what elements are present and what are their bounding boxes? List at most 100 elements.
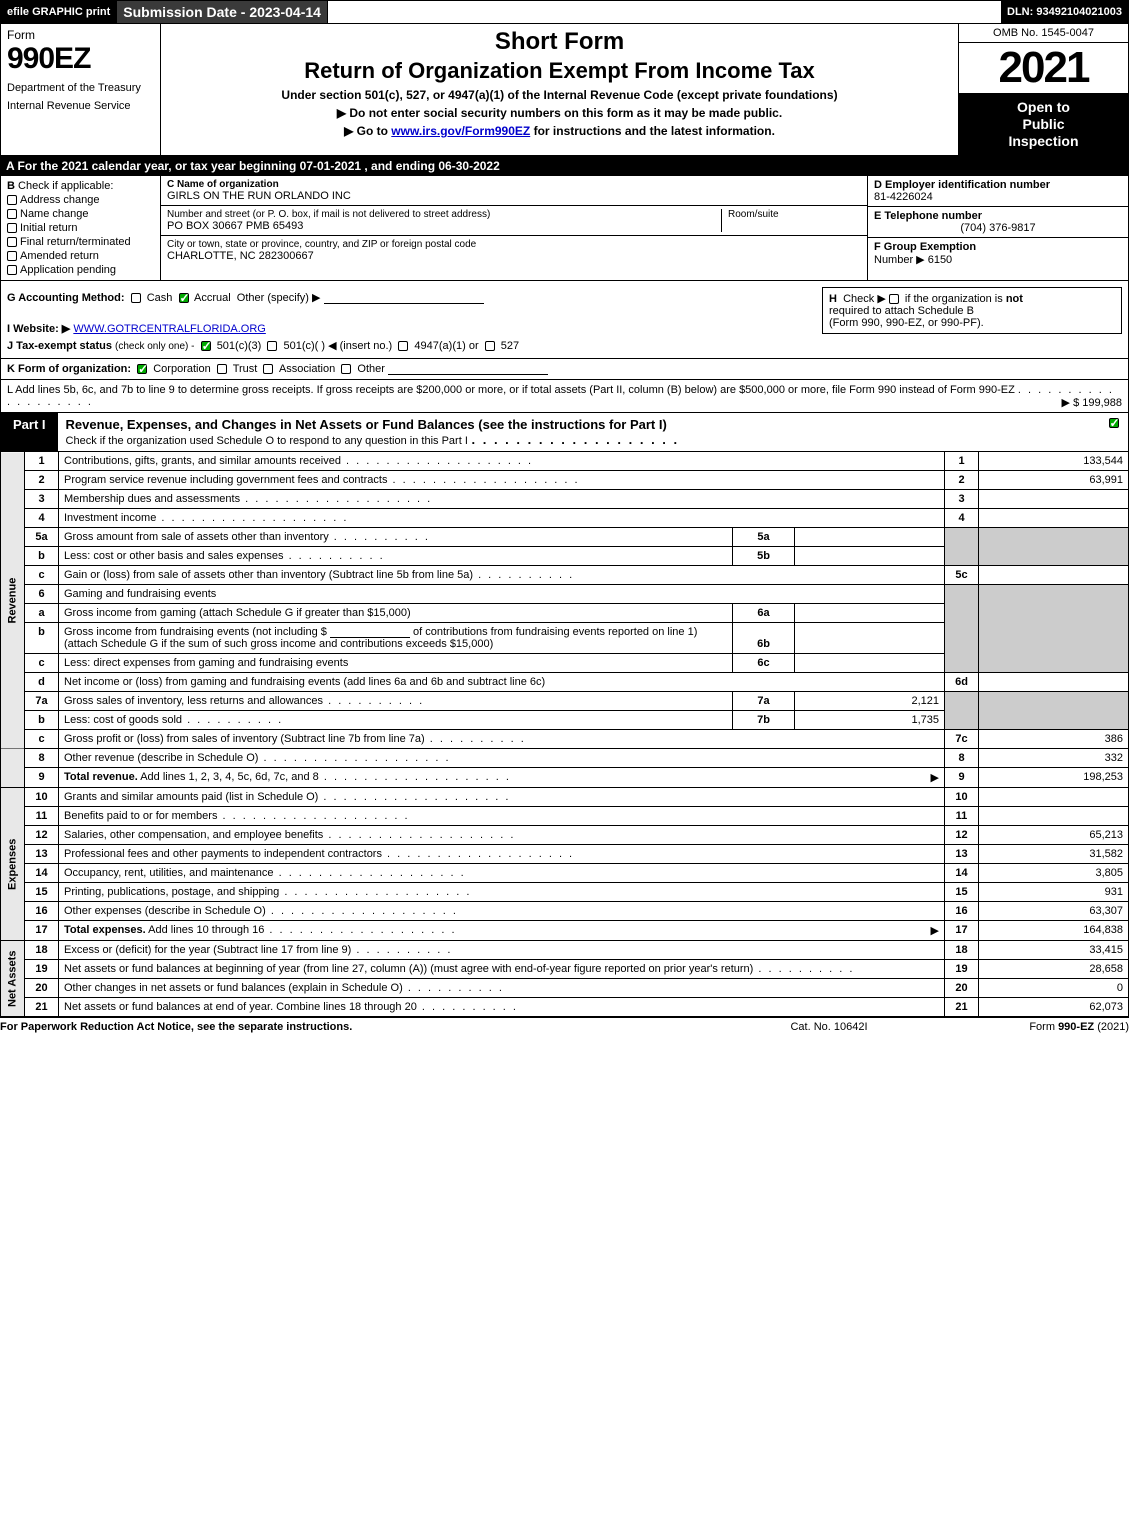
chk-accrual[interactable]	[179, 293, 189, 303]
section-l: L Add lines 5b, 6c, and 7b to line 9 to …	[0, 380, 1129, 413]
line-19-rn: 19	[945, 960, 979, 979]
chk-final-return[interactable]: Final return/terminated	[7, 236, 154, 248]
line-10-num: 10	[25, 788, 59, 807]
chk-association[interactable]	[263, 364, 273, 374]
open-line2: Public	[963, 116, 1124, 133]
chk-schedule-o-used[interactable]	[1109, 418, 1119, 428]
line-16-num: 16	[25, 902, 59, 921]
other-specify-blank	[324, 292, 484, 304]
chk-501c3[interactable]	[201, 341, 211, 351]
top-bar: efile GRAPHIC print Submission Date - 20…	[0, 0, 1129, 24]
chk-initial-return[interactable]: Initial return	[7, 222, 154, 234]
line-4-rn: 4	[945, 509, 979, 528]
chk-schedule-b[interactable]	[889, 294, 899, 304]
j-label: J Tax-exempt status	[7, 340, 112, 352]
line-20-desc: Other changes in net assets or fund bala…	[64, 982, 403, 994]
line-6a-mid: 6a	[733, 604, 795, 623]
line-6d-desc: Net income or (loss) from gaming and fun…	[59, 673, 945, 692]
city-label: City or town, state or province, country…	[167, 239, 861, 250]
line-3-desc: Membership dues and assessments	[64, 493, 240, 505]
line-18-amt: 33,415	[979, 941, 1129, 960]
shade-7-amt	[979, 692, 1129, 730]
line-7a-midamt: 2,121	[795, 692, 945, 711]
line-5c-num: c	[25, 566, 59, 585]
form-label: Form	[7, 28, 154, 42]
line-15-desc: Printing, publications, postage, and shi…	[64, 886, 279, 898]
chk-4947[interactable]	[398, 341, 408, 351]
b-letter: B	[7, 180, 15, 192]
e-label: E Telephone number	[874, 210, 1122, 222]
room-label: Room/suite	[728, 209, 855, 220]
street-value: PO BOX 30667 PMB 65493	[167, 220, 721, 232]
line-7b-mid: 7b	[733, 711, 795, 730]
b-check-if: Check if applicable:	[18, 180, 113, 192]
line-3-amt	[979, 490, 1129, 509]
line-5b-desc: Less: cost or other basis and sales expe…	[64, 550, 284, 562]
shade-5	[945, 528, 979, 566]
line-16-amt: 63,307	[979, 902, 1129, 921]
line-4-num: 4	[25, 509, 59, 528]
expenses-sidelabel: Expenses	[1, 788, 25, 941]
line-7c-desc: Gross profit or (loss) from sales of inv…	[64, 733, 425, 745]
line-6c-midamt	[795, 654, 945, 673]
irs-form-link[interactable]: www.irs.gov/Form990EZ	[391, 124, 530, 138]
line-8-num: 8	[25, 749, 59, 768]
website-link[interactable]: WWW.GOTRCENTRALFLORIDA.ORG	[73, 323, 266, 335]
chk-corporation[interactable]	[137, 364, 147, 374]
j-suffix: (check only one) -	[115, 341, 194, 352]
line-5b-mid: 5b	[733, 547, 795, 566]
line-1-amt: 133,544	[979, 452, 1129, 471]
chk-application-pending[interactable]: Application pending	[7, 264, 154, 276]
chk-527[interactable]	[485, 341, 495, 351]
line-2-amt: 63,991	[979, 471, 1129, 490]
short-form-title: Short Form	[167, 28, 952, 56]
k-other: Other	[357, 363, 385, 375]
line-7c-rn: 7c	[945, 730, 979, 749]
i-label: I Website: ▶	[7, 323, 70, 335]
line-7a-desc: Gross sales of inventory, less returns a…	[64, 695, 323, 707]
instr-no-ssn: ▶ Do not enter social security numbers o…	[167, 106, 952, 120]
chk-address-change[interactable]: Address change	[7, 194, 154, 206]
revenue-sidelabel-ext	[1, 749, 25, 788]
l-amount: ▶ $ 199,988	[1062, 396, 1122, 409]
chk-501c[interactable]	[267, 341, 277, 351]
line-10-amt	[979, 788, 1129, 807]
line-5c-rn: 5c	[945, 566, 979, 585]
line-19-num: 19	[25, 960, 59, 979]
line-19-amt: 28,658	[979, 960, 1129, 979]
line-11-desc: Benefits paid to or for members	[64, 810, 217, 822]
revenue-sidelabel: Revenue	[1, 452, 25, 749]
line-8-desc: Other revenue (describe in Schedule O)	[64, 752, 258, 764]
efile-print-button[interactable]: efile GRAPHIC print	[1, 1, 117, 23]
j-opt1: 501(c)(3)	[217, 340, 262, 352]
line-16-rn: 16	[945, 902, 979, 921]
line-7b-desc: Less: cost of goods sold	[64, 714, 182, 726]
line-6b-desc1: Gross income from fundraising events (no…	[64, 626, 327, 638]
line-12-desc: Salaries, other compensation, and employ…	[64, 829, 323, 841]
h-text2: if the organization is	[905, 293, 1003, 305]
k-assoc: Association	[279, 363, 335, 375]
line-1-desc: Contributions, gifts, grants, and simila…	[64, 455, 341, 467]
line-15-num: 15	[25, 883, 59, 902]
chk-trust[interactable]	[217, 364, 227, 374]
instr2-prefix: ▶ Go to	[344, 124, 391, 138]
part-i-dots	[472, 432, 680, 447]
line-20-rn: 20	[945, 979, 979, 998]
street-label: Number and street (or P. O. box, if mail…	[167, 209, 721, 220]
chk-other-org[interactable]	[341, 364, 351, 374]
line-21-rn: 21	[945, 998, 979, 1017]
chk-amended-return[interactable]: Amended return	[7, 250, 154, 262]
shade-5-amt	[979, 528, 1129, 566]
g-cash: Cash	[147, 292, 173, 304]
line-18-rn: 18	[945, 941, 979, 960]
f-label: F Group Exemption	[874, 241, 976, 253]
chk-cash[interactable]	[131, 293, 141, 303]
instr2-suffix: for instructions and the latest informat…	[534, 124, 775, 138]
line-8-amt: 332	[979, 749, 1129, 768]
line-6-desc: Gaming and fundraising events	[59, 585, 945, 604]
line-6c-desc: Less: direct expenses from gaming and fu…	[64, 657, 348, 669]
return-subtitle: Under section 501(c), 527, or 4947(a)(1)…	[167, 88, 952, 102]
dept-treasury: Department of the Treasury	[7, 82, 154, 94]
chk-name-change[interactable]: Name change	[7, 208, 154, 220]
line-19-desc: Net assets or fund balances at beginning…	[64, 963, 753, 975]
